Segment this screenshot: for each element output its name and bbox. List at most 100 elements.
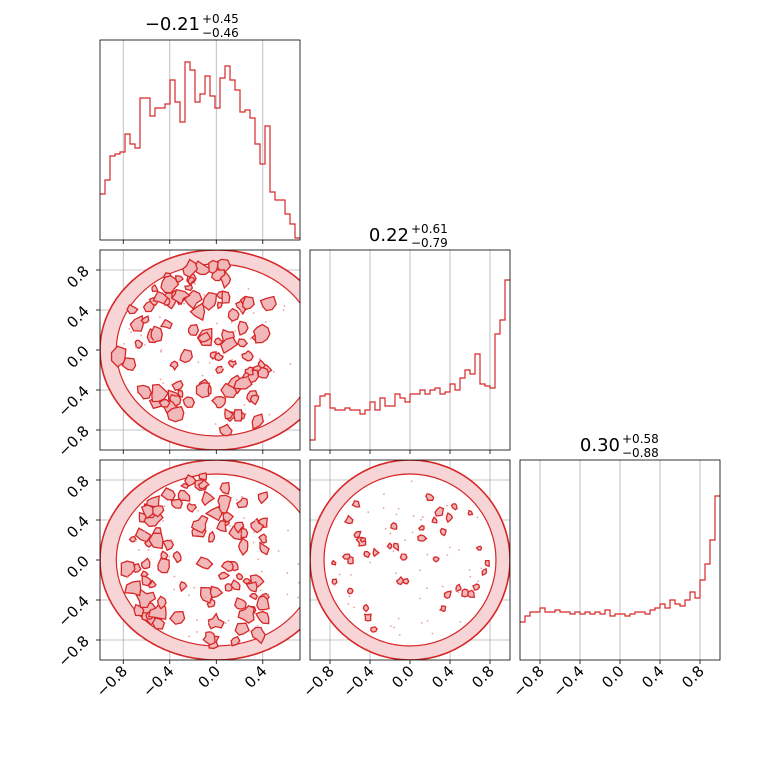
contour-blob bbox=[214, 352, 224, 362]
panel-frames bbox=[99, 39, 721, 661]
sample-point bbox=[244, 412, 247, 415]
contour-blob bbox=[227, 359, 237, 369]
title-2-plus: +0.61 bbox=[411, 222, 448, 236]
contour-blob bbox=[467, 509, 474, 516]
title-3-median: 0.30 bbox=[580, 435, 620, 456]
contour-blob bbox=[252, 323, 271, 344]
sample-point bbox=[426, 553, 429, 556]
contour-blob bbox=[187, 276, 197, 286]
contour-blob bbox=[207, 259, 219, 275]
sample-point bbox=[441, 585, 444, 588]
sample-point bbox=[283, 305, 286, 307]
density-panel-2-1 bbox=[310, 460, 510, 660]
contour-blob bbox=[481, 567, 488, 577]
sample-point bbox=[257, 558, 259, 561]
contour-blob bbox=[152, 290, 169, 305]
sample-point bbox=[204, 596, 207, 599]
sample-point bbox=[476, 516, 479, 519]
sample-point bbox=[170, 538, 172, 541]
contour-blob bbox=[166, 405, 185, 423]
sample-point bbox=[231, 359, 234, 361]
sample-point bbox=[420, 518, 422, 521]
contour-blob bbox=[224, 408, 234, 420]
contour-blob bbox=[151, 283, 159, 292]
sample-point bbox=[234, 330, 237, 333]
sample-point bbox=[287, 529, 289, 532]
sample-point bbox=[458, 549, 461, 551]
sample-point bbox=[152, 396, 155, 399]
sample-point bbox=[191, 508, 194, 511]
sample-point bbox=[221, 367, 224, 370]
tick-label-y: −0.8 bbox=[54, 422, 92, 460]
sample-point bbox=[446, 504, 448, 507]
contour-blob bbox=[160, 550, 169, 560]
panel-contents bbox=[100, 61, 720, 660]
contour-blob bbox=[195, 556, 214, 570]
contour-blob bbox=[141, 575, 153, 587]
sample-point bbox=[253, 531, 256, 534]
sample-point bbox=[178, 278, 180, 281]
contour-blob bbox=[151, 383, 169, 403]
sample-point bbox=[395, 572, 398, 575]
contour-blob bbox=[233, 521, 245, 534]
sample-point bbox=[286, 593, 289, 596]
contour-blob bbox=[157, 557, 170, 574]
contour-blob bbox=[171, 380, 184, 391]
contour-blob bbox=[417, 524, 425, 531]
sample-point bbox=[480, 567, 483, 570]
sample-point bbox=[153, 340, 156, 342]
contour-blob bbox=[450, 503, 458, 511]
sample-point bbox=[214, 423, 217, 425]
contour-blob bbox=[233, 409, 243, 422]
sample-point bbox=[137, 549, 140, 551]
contour-blob bbox=[434, 506, 445, 517]
contour-blob bbox=[218, 423, 233, 437]
sample-point bbox=[193, 586, 196, 589]
contour-blob bbox=[331, 578, 338, 585]
sample-point bbox=[457, 591, 460, 594]
sample-point bbox=[247, 288, 250, 290]
contour-blob bbox=[439, 527, 447, 537]
contour-inner bbox=[323, 473, 497, 647]
sample-point bbox=[243, 517, 245, 519]
axis-ticks bbox=[96, 240, 701, 664]
sample-point bbox=[173, 500, 176, 503]
density-panel-1-0 bbox=[100, 250, 300, 450]
sample-point bbox=[224, 622, 227, 625]
contour-blob bbox=[198, 472, 208, 481]
sample-point bbox=[397, 507, 400, 510]
sample-point bbox=[397, 617, 400, 620]
contour-blob bbox=[177, 489, 191, 502]
sample-point bbox=[173, 588, 176, 591]
title-1-minus: −0.46 bbox=[202, 26, 239, 40]
contour-blob bbox=[369, 626, 378, 633]
contour-blob bbox=[475, 545, 483, 551]
title-param-3: 0.30 +0.58 −0.88 bbox=[580, 432, 659, 460]
sample-point bbox=[208, 621, 211, 624]
sample-point bbox=[168, 555, 171, 558]
contour-blob bbox=[135, 588, 157, 609]
contour-blob bbox=[250, 517, 265, 534]
sample-point bbox=[421, 516, 424, 518]
sample-point bbox=[216, 322, 218, 325]
contour-blob bbox=[244, 366, 254, 376]
sample-point bbox=[230, 310, 233, 312]
contour-blob bbox=[249, 394, 260, 406]
sample-point bbox=[151, 538, 154, 541]
sample-point bbox=[159, 378, 162, 381]
contour-blob bbox=[392, 542, 399, 552]
sample-point bbox=[448, 546, 451, 549]
sample-point bbox=[162, 382, 164, 384]
sample-point bbox=[230, 321, 233, 324]
sample-point bbox=[134, 539, 137, 542]
sample-point bbox=[404, 539, 406, 542]
tick-label-x: 0.0 bbox=[195, 662, 225, 692]
sample-point bbox=[229, 525, 231, 527]
contour-blob bbox=[126, 303, 139, 315]
contour-blob bbox=[241, 349, 254, 362]
sample-point bbox=[123, 350, 126, 353]
sample-point bbox=[162, 323, 165, 326]
contour-blob bbox=[343, 514, 354, 525]
contour-blob bbox=[221, 290, 231, 304]
